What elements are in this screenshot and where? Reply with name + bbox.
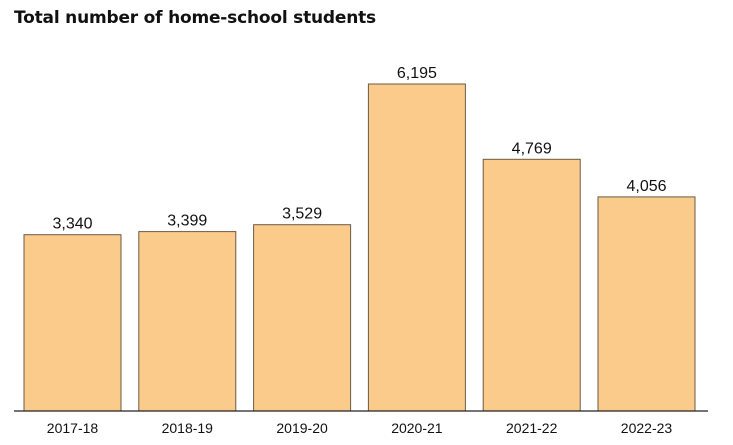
bar-2022-23 (597, 196, 696, 412)
bars-layer (23, 83, 696, 412)
value-label-2017-18: 3,340 (52, 216, 92, 233)
x-tick-label-2018-19: 2018-19 (162, 420, 214, 436)
bar-2021-22 (482, 158, 581, 412)
bar-2018-19 (138, 231, 237, 412)
x-tick-label-2020-21: 2020-21 (391, 420, 443, 436)
chart-title: Total number of home-school students (14, 8, 376, 28)
x-tick-label-2022-23: 2022-23 (621, 420, 673, 436)
value-label-2018-19: 3,399 (167, 213, 207, 230)
x-tick-label-2019-20: 2019-20 (276, 420, 328, 436)
bar-2019-20 (253, 224, 352, 412)
value-labels-layer: 3,340 3,399 3,529 6,195 4,769 4,056 (52, 65, 666, 233)
x-tick-label-2017-18: 2017-18 (47, 420, 99, 436)
x-tick-labels-layer: 2017-18 2018-19 2019-20 2020-21 2021-22 2022-… (47, 420, 673, 436)
value-label-2019-20: 3,529 (282, 206, 322, 223)
value-label-2020-21: 6,195 (397, 65, 437, 82)
bar-2020-21 (367, 83, 466, 412)
value-label-2022-23: 4,056 (626, 178, 666, 195)
bar-2017-18 (23, 234, 122, 412)
x-tick-label-2021-22: 2021-22 (506, 420, 558, 436)
value-label-2021-22: 4,769 (512, 140, 552, 157)
